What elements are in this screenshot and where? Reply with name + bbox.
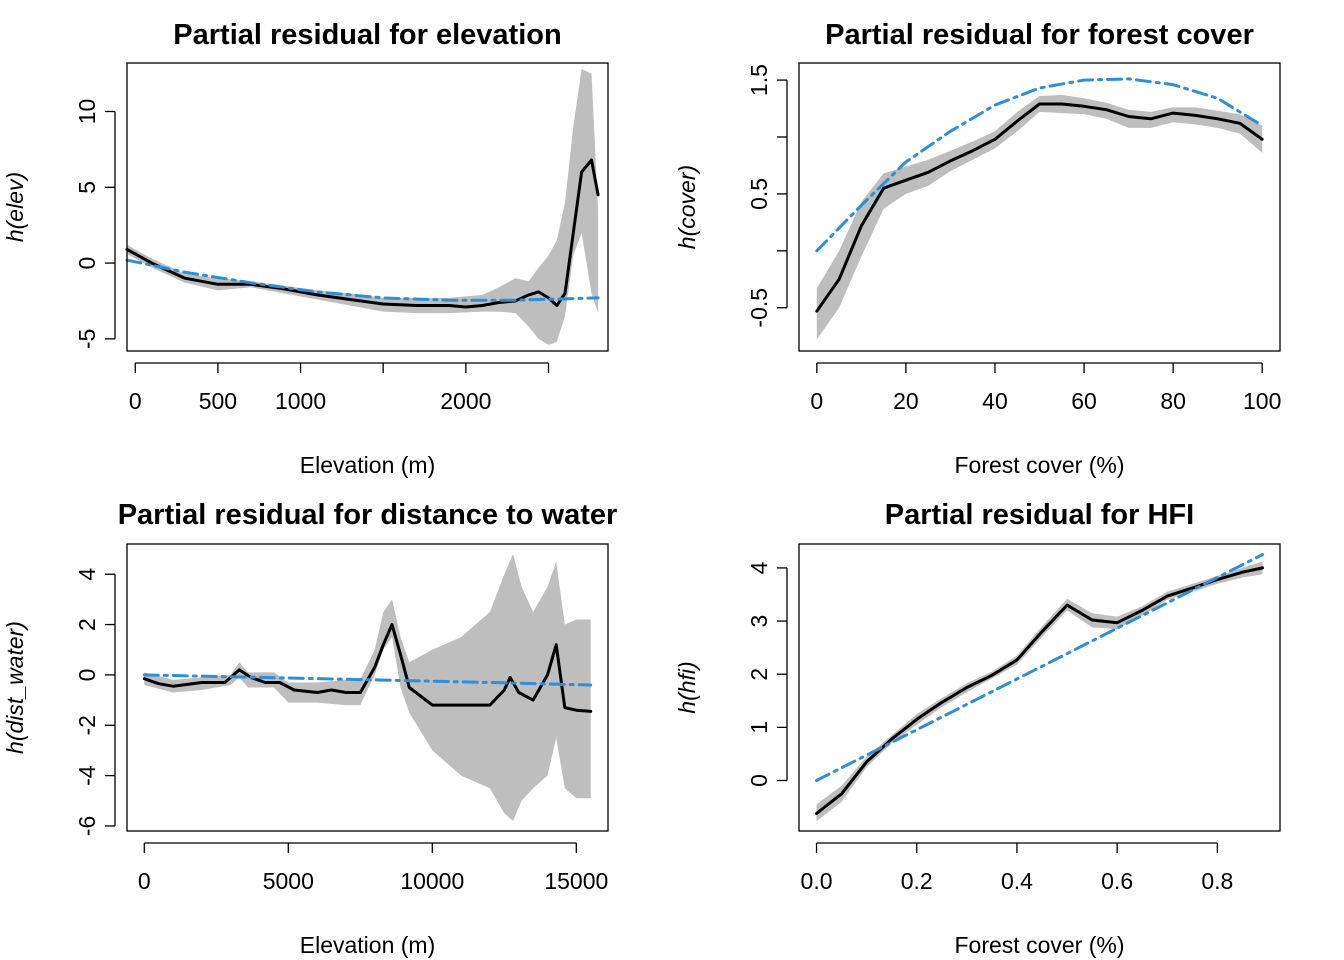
y-tick-label-2: -0.5 — [746, 288, 772, 328]
chart-title-2: Partial residual for forest cover — [825, 19, 1254, 51]
plot-frame-2 — [798, 62, 1281, 352]
y-tick-label-4: 4 — [746, 561, 772, 574]
x-tick-label-2: 0 — [810, 388, 823, 414]
x-tick-label-3: 15000 — [544, 868, 608, 894]
y-axis-label-2: h(cover) — [674, 165, 700, 249]
x-axis-label-1: Elevation (m) — [300, 452, 435, 478]
y-tick-label-3: 2 — [74, 618, 100, 631]
x-tick-label-2: 80 — [1160, 388, 1186, 414]
x-axis-label-2: Forest cover (%) — [955, 452, 1125, 478]
y-tick-label-3: -6 — [74, 816, 100, 836]
x-tick-label-4: 0.0 — [801, 868, 833, 894]
fit-line-3 — [142, 623, 593, 713]
chart-title-3: Partial residual for distance to water — [118, 499, 618, 531]
y-tick-label-1: -5 — [74, 329, 100, 349]
y-tick-label-1: 0 — [74, 257, 100, 270]
x-tick-label-3: 10000 — [400, 868, 464, 894]
y-tick-label-4: 1 — [746, 721, 772, 734]
y-tick-label-4: 0 — [746, 774, 772, 787]
fit-line-1 — [125, 158, 600, 309]
x-tick-label-1: 500 — [199, 388, 237, 414]
x-tick-label-3: 0 — [138, 868, 151, 894]
reference-line-1 — [125, 258, 600, 302]
fit-line-2 — [815, 102, 1264, 313]
x-tick-label-2: 40 — [982, 388, 1008, 414]
y-tick-label-2: 0.5 — [746, 178, 772, 210]
reference-line-4 — [815, 553, 1264, 782]
fit-line-4 — [815, 566, 1264, 815]
plot-frame-4 — [798, 543, 1281, 832]
reference-line-3 — [142, 673, 593, 687]
x-tick-label-1: 1000 — [275, 388, 326, 414]
y-tick-label-3: 0 — [74, 669, 100, 682]
x-tick-label-2: 60 — [1071, 388, 1097, 414]
chart-title-1: Partial residual for elevation — [173, 19, 561, 51]
x-tick-label-1: 2000 — [440, 388, 491, 414]
x-axis-label-3: Elevation (m) — [300, 932, 435, 958]
x-tick-label-4: 0.8 — [1201, 868, 1233, 894]
reference-line-2 — [815, 77, 1264, 253]
confidence-band-1 — [127, 69, 599, 345]
x-tick-label-4: 0.6 — [1101, 868, 1133, 894]
x-tick-label-3: 5000 — [263, 868, 314, 894]
x-tick-label-2: 100 — [1243, 388, 1281, 414]
x-tick-label-1: 0 — [129, 388, 142, 414]
y-axis-label-3: h(dist_water) — [2, 621, 28, 754]
y-tick-label-4: 2 — [746, 668, 772, 681]
chart-title-4: Partial residual for HFI — [885, 499, 1194, 531]
plot-frame-1 — [126, 62, 609, 352]
y-axis-label-1: h(elev) — [2, 172, 28, 242]
confidence-band-3 — [144, 554, 591, 821]
y-tick-label-3: -4 — [74, 765, 100, 786]
y-tick-label-3: -2 — [74, 715, 100, 735]
y-tick-label-4: 3 — [746, 615, 772, 628]
x-axis-label-4: Forest cover (%) — [955, 932, 1125, 958]
y-tick-label-1: 10 — [74, 99, 100, 125]
plot-frame-3 — [126, 543, 609, 832]
x-tick-label-4: 0.4 — [1001, 868, 1033, 894]
x-tick-label-4: 0.2 — [901, 868, 933, 894]
x-tick-label-2: 20 — [893, 388, 919, 414]
y-tick-label-3: 4 — [74, 568, 100, 581]
y-tick-label-1: 5 — [74, 181, 100, 194]
confidence-band-2 — [816, 94, 1263, 340]
y-axis-label-4: h(hfi) — [674, 661, 700, 713]
confidence-band-4 — [816, 561, 1263, 822]
y-tick-label-2: 1.5 — [746, 64, 772, 96]
